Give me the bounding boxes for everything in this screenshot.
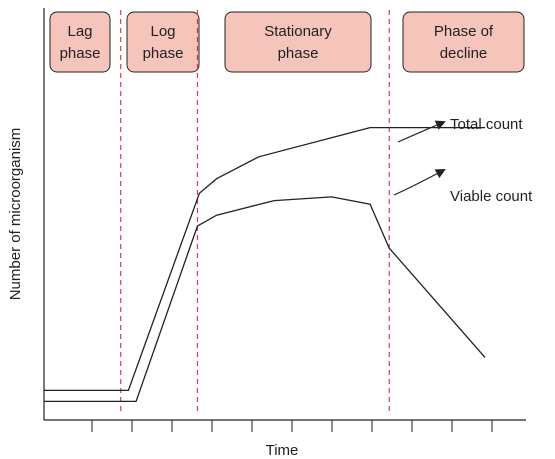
phase-label-line: Log <box>150 23 175 40</box>
x-axis-label: Time <box>266 442 299 459</box>
series-labels: Total count Viable count <box>393 116 533 205</box>
phase-box-bg <box>224 11 372 73</box>
axes <box>43 8 526 421</box>
series-label-text: Total count <box>450 116 523 133</box>
series-label-arrow <box>393 169 446 196</box>
phase-boxes: Lag phase Log phase Stationary phase Phase of d… <box>49 11 525 73</box>
series-label-text: Viable count <box>450 188 533 205</box>
phase-box-4: Phase of decline <box>402 11 525 73</box>
phase-label-line: decline <box>440 45 488 62</box>
phase-label-line: Stationary <box>264 23 332 40</box>
x-axis-ticks <box>91 420 493 432</box>
phase-label-line: phase <box>143 45 184 62</box>
phase-label-line: Phase of <box>434 23 494 40</box>
y-axis-label: Number of microorganism <box>7 128 24 301</box>
series-label-1: Total count <box>397 116 523 143</box>
phase-label-line: Lag <box>67 23 92 40</box>
series-line-1 <box>44 126 486 392</box>
phase-box-bg <box>49 11 111 73</box>
phase-box-2: Log phase <box>126 11 200 73</box>
series-line-2 <box>44 196 486 403</box>
phase-box-bg <box>402 11 525 73</box>
phase-box-3: Stationary phase <box>224 11 372 73</box>
series-label-2: Viable count <box>393 169 533 205</box>
phase-dividers <box>120 10 390 414</box>
series-label-arrow <box>397 120 446 143</box>
phase-label-line: phase <box>60 45 101 62</box>
phase-box-bg <box>126 11 200 73</box>
phase-box-1: Lag phase <box>49 11 111 73</box>
series-lines <box>44 126 486 403</box>
phase-label-line: phase <box>278 45 319 62</box>
